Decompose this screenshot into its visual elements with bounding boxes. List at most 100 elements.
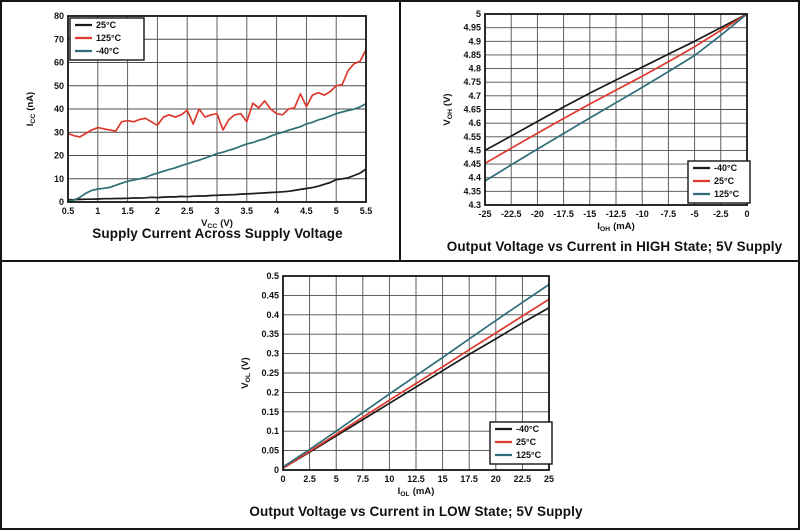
y-tick-label: 0.3 bbox=[266, 349, 279, 359]
y-tick-label: 4.8 bbox=[468, 64, 481, 74]
x-tick-label: 4 bbox=[274, 206, 279, 216]
legend-label: 25°C bbox=[714, 176, 735, 186]
plot-border bbox=[282, 275, 550, 471]
y-tick-label: 0.2 bbox=[266, 387, 279, 397]
x-tick-label: -25 bbox=[478, 209, 491, 219]
y-tick-label: 80 bbox=[54, 11, 64, 21]
y-tick-label: 0.1 bbox=[266, 426, 279, 436]
chart-title: Output Voltage vs Current in HIGH State;… bbox=[446, 239, 783, 254]
y-tick-label: 4.75 bbox=[463, 77, 481, 87]
y-tick-labels: 0 0.05 0.1 0.15 0.2 0.25 0.3 0.35 0.4 0.45 0.5 bbox=[261, 271, 279, 475]
y-tick-label: 4.45 bbox=[463, 159, 481, 169]
x-axis-label: IOL (mA) bbox=[398, 486, 435, 498]
y-tick-label: 0.15 bbox=[261, 407, 279, 417]
top-row: 0.5 1 1.5 2 2.5 3 3.5 4 4.5 5 5.5 0 10 20 30 40 50 60 70 80… bbox=[2, 2, 798, 262]
x-tick-label: 22.5 bbox=[514, 474, 532, 484]
panel-output-high: -25 -22.5 -20 -17.5 -15 -12.5 -10 -7.5 -5 -2.5 0 4.… bbox=[401, 2, 798, 260]
series-line--40°C bbox=[484, 13, 748, 152]
y-tick-label: 0.35 bbox=[261, 329, 279, 339]
legend: -40°C 25°C 125°C bbox=[687, 160, 751, 204]
y-tick-label: 0.45 bbox=[261, 290, 279, 300]
legend-label: 25°C bbox=[516, 437, 537, 447]
y-tick-labels: 0 10 20 30 40 50 60 70 80 bbox=[54, 11, 64, 207]
y-tick-label: 40 bbox=[54, 104, 64, 114]
y-tick-label: 70 bbox=[54, 34, 64, 44]
x-tick-label: 2.5 bbox=[303, 474, 316, 484]
y-tick-label: 30 bbox=[54, 127, 64, 137]
x-tick-label: 25 bbox=[544, 474, 554, 484]
x-tick-label: -2.5 bbox=[713, 209, 729, 219]
x-tick-label: 7.5 bbox=[357, 474, 370, 484]
x-tick-labels: -25 -22.5 -20 -17.5 -15 -12.5 -10 -7.5 -5 -2.5 0 bbox=[478, 209, 749, 219]
y-tick-label: 4.3 bbox=[468, 200, 481, 210]
series-line-125°C bbox=[484, 13, 748, 182]
legend-entry: 125°C bbox=[495, 450, 542, 460]
legend-entry: 25°C bbox=[693, 176, 735, 186]
legend-label: 125°C bbox=[516, 450, 542, 460]
x-tick-label: -20 bbox=[531, 209, 544, 219]
x-axis-label: IOH (mA) bbox=[597, 221, 634, 233]
y-tick-label: 0 bbox=[59, 197, 64, 207]
chart-title: Supply Current Across Supply Voltage bbox=[92, 226, 343, 241]
legend-label: -40°C bbox=[96, 46, 120, 56]
plot-border bbox=[484, 13, 748, 206]
series-line--40°C bbox=[282, 307, 550, 469]
legend-label: 25°C bbox=[96, 20, 117, 30]
x-tick-label: 0 bbox=[744, 209, 749, 219]
legend-label: -40°C bbox=[516, 424, 540, 434]
legend: 25°C 125°C -40°C bbox=[69, 17, 145, 61]
y-tick-label: 0.05 bbox=[261, 446, 279, 456]
supply-current-chart: 0.5 1 1.5 2 2.5 3 3.5 4 4.5 5 5.5 0 10 20 30 40 50 60 70 80… bbox=[2, 2, 399, 233]
y-tick-label: 60 bbox=[54, 58, 64, 68]
x-tick-label: 5 bbox=[334, 206, 339, 216]
y-tick-label: 4.55 bbox=[463, 132, 481, 142]
x-tick-label: 3 bbox=[214, 206, 219, 216]
y-tick-label: 0.5 bbox=[266, 271, 279, 281]
y-tick-label: 4.65 bbox=[463, 105, 481, 115]
legend-label: -40°C bbox=[714, 163, 738, 173]
y-axis-label: VOL(V) bbox=[240, 357, 252, 388]
x-tick-label: 5 bbox=[334, 474, 339, 484]
legend-entry: 25°C bbox=[495, 437, 537, 447]
y-tick-label: 0.4 bbox=[266, 310, 279, 320]
y-tick-label: 0 bbox=[274, 465, 279, 475]
x-tick-labels: 0.5 1 1.5 2 2.5 3 3.5 4 4.5 5 5.5 bbox=[62, 206, 373, 216]
x-tick-labels: 0 2.5 5 7.5 10 12.5 15 17.5 20 22.5 25 bbox=[280, 474, 554, 484]
y-axis-label: VOH(V) bbox=[442, 93, 454, 125]
legend-entry: -40°C bbox=[495, 424, 540, 434]
chart-canvas: 0 2.5 5 7.5 10 12.5 15 17.5 20 22.5 25 0 0.05 0.1 0.15… bbox=[240, 271, 554, 498]
x-tick-label: 1 bbox=[95, 206, 100, 216]
panel-output-low: 0 2.5 5 7.5 10 12.5 15 17.5 20 22.5 25 0 0.05 0.1 0.15… bbox=[2, 262, 798, 528]
series-line-125°C bbox=[282, 283, 550, 468]
output-high-chart: -25 -22.5 -20 -17.5 -15 -12.5 -10 -7.5 -5 -2.5 0 4.… bbox=[401, 2, 800, 243]
legend-label: 125°C bbox=[714, 189, 740, 199]
y-tick-label: 20 bbox=[54, 151, 64, 161]
y-tick-labels: 4.3 4.35 4.4 4.45 4.5 4.55 4.6 4.65 4.7 4.75 4.8 4.… bbox=[463, 9, 481, 210]
x-tick-label: 2.5 bbox=[181, 206, 194, 216]
x-tick-label: 0.5 bbox=[62, 206, 75, 216]
chart-title: Output Voltage vs Current in LOW State; … bbox=[249, 504, 583, 519]
legend: -40°C 25°C 125°C bbox=[489, 421, 553, 465]
y-tick-label: 4.95 bbox=[463, 23, 481, 33]
x-tick-label: -5 bbox=[691, 209, 699, 219]
y-tick-label: 4.9 bbox=[468, 36, 481, 46]
y-tick-label: 5 bbox=[476, 9, 481, 19]
x-tick-label: -22.5 bbox=[501, 209, 522, 219]
output-low-chart: 0 2.5 5 7.5 10 12.5 15 17.5 20 22.5 25 0 0.05 0.1 0.15… bbox=[2, 262, 796, 509]
x-tick-label: 12.5 bbox=[407, 474, 425, 484]
series-line--40°C bbox=[67, 102, 367, 202]
y-tick-label: 4.35 bbox=[463, 186, 481, 196]
x-tick-label: 10 bbox=[384, 474, 394, 484]
x-tick-label: 0 bbox=[280, 474, 285, 484]
y-axis-label: ICC(nA) bbox=[25, 92, 37, 126]
x-tick-label: 15 bbox=[438, 474, 448, 484]
y-tick-label: 0.25 bbox=[261, 368, 279, 378]
x-tick-label: 20 bbox=[491, 474, 501, 484]
legend-entry: 125°C bbox=[75, 33, 122, 43]
legend-label: 125°C bbox=[96, 33, 122, 43]
chart-canvas: 0.5 1 1.5 2 2.5 3 3.5 4 4.5 5 5.5 0 10 20 30 40 50 60 70 80… bbox=[25, 11, 373, 230]
x-tick-label: -15 bbox=[583, 209, 596, 219]
legend-entry: -40°C bbox=[75, 46, 120, 56]
x-tick-label: 4.5 bbox=[300, 206, 313, 216]
